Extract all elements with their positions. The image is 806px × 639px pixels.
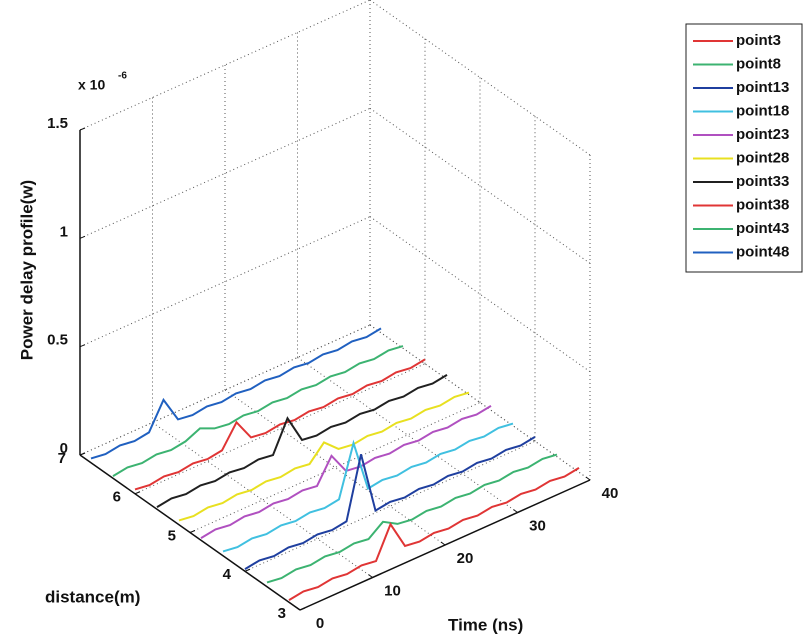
legend-label: point3 <box>736 32 781 49</box>
x-tick <box>585 476 591 481</box>
z-tick-label: 1 <box>60 223 68 240</box>
x-tick-label: 30 <box>529 517 546 534</box>
y-tick-label: 7 <box>58 450 66 467</box>
series-line <box>222 422 514 553</box>
exponent-power: -6 <box>118 71 127 82</box>
legend-label: point28 <box>736 149 789 166</box>
x-tick-label: 40 <box>602 485 619 502</box>
legend-label: point48 <box>736 243 789 260</box>
series-line <box>266 453 558 584</box>
z-tick <box>79 235 86 239</box>
x-tick <box>368 574 373 578</box>
grid-line <box>224 389 446 546</box>
x-tick-label: 0 <box>316 615 324 632</box>
series-line <box>156 374 448 508</box>
exponent-base: x 10 <box>78 77 105 93</box>
legend-label: point18 <box>736 102 789 119</box>
series-line <box>288 467 580 601</box>
grid-line <box>134 363 426 495</box>
y-tick <box>134 491 141 495</box>
z-tick-label: 1.5 <box>47 115 68 132</box>
grid-line <box>79 216 371 348</box>
z-tick <box>79 344 86 348</box>
grid-line <box>369 324 591 481</box>
legend-label: point23 <box>736 126 789 143</box>
x-tick <box>440 541 446 546</box>
y-tick-label: 3 <box>278 605 286 622</box>
grid-line <box>297 357 518 513</box>
series-line <box>134 358 426 491</box>
legend-label: point43 <box>736 220 789 237</box>
grid-line <box>79 0 371 131</box>
legend-label: point33 <box>736 173 789 190</box>
y-axis-label: distance(m) <box>45 587 140 606</box>
grid-line <box>244 440 536 572</box>
x-tick <box>295 606 301 611</box>
y-tick-label: 6 <box>113 489 121 506</box>
grid-line <box>189 402 481 533</box>
series-line <box>112 345 404 477</box>
grid-line <box>369 216 591 373</box>
x-tick-label: 20 <box>457 550 474 567</box>
series-line <box>244 436 536 570</box>
series-line <box>90 327 382 460</box>
z-axis-label: Power delay profile(w) <box>17 180 36 360</box>
z-tick-label: 0.5 <box>47 332 68 349</box>
y-tick <box>299 607 306 611</box>
grid-line <box>152 422 373 578</box>
x-tick <box>513 509 518 513</box>
legend-label: point38 <box>736 196 789 213</box>
grid-line <box>369 107 591 264</box>
z-tick-label: 0 <box>60 440 68 457</box>
series-line <box>178 391 470 522</box>
legend-label: point13 <box>736 79 789 96</box>
z-tick <box>79 127 86 131</box>
y-tick-label: 5 <box>168 527 176 544</box>
grid-line <box>79 324 371 456</box>
grid-line <box>369 0 591 156</box>
legend-label: point8 <box>736 55 781 72</box>
x-axis-label: Time (ns) <box>448 615 523 634</box>
grid-line <box>79 107 371 239</box>
x-tick-label: 10 <box>384 582 401 599</box>
z-tick <box>79 452 86 456</box>
y-tick <box>189 530 196 533</box>
y-tick-label: 4 <box>223 566 232 583</box>
y-tick <box>244 568 251 572</box>
